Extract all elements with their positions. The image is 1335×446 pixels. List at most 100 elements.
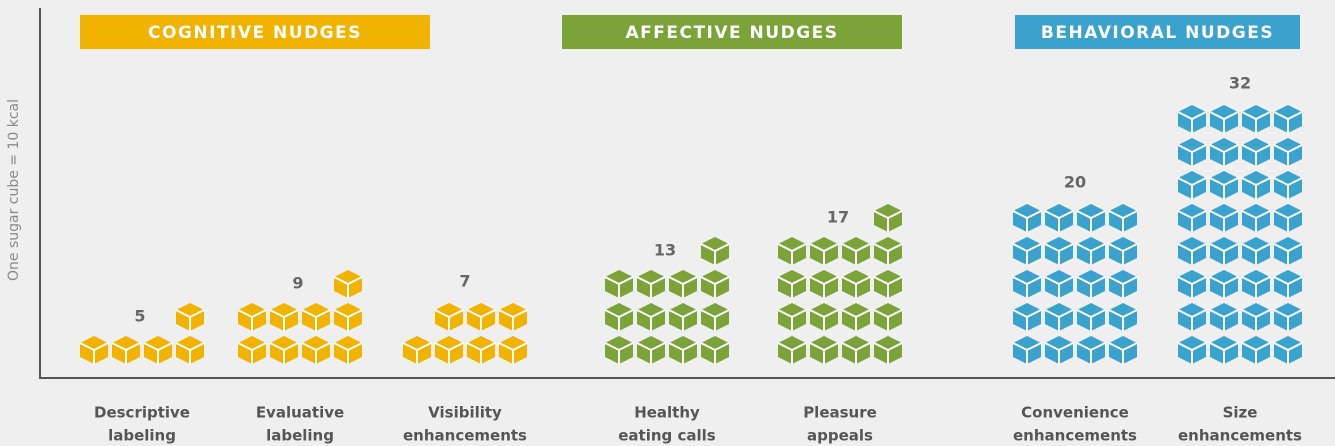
cube-edge [1241, 177, 1271, 199]
cube-edge [1108, 276, 1138, 298]
cube-edge [1273, 210, 1303, 232]
cube-edge [777, 342, 807, 364]
cube-edge [604, 276, 634, 298]
cube-edge [1209, 177, 1239, 199]
category-label: enhancements [1178, 427, 1302, 445]
cube-edge [1012, 309, 1042, 331]
cube-edge [1209, 144, 1239, 166]
value-label: 9 [292, 274, 303, 293]
category-label: enhancements [1013, 427, 1137, 445]
group-title: COGNITIVE NUDGES [148, 23, 362, 43]
cube-edge [1177, 276, 1207, 298]
cube-edge [1044, 342, 1074, 364]
cube-edge [1012, 210, 1042, 232]
cube-edge [700, 342, 730, 364]
cube-stack [777, 204, 903, 364]
cube-edge [1177, 243, 1207, 265]
cube-edge [237, 309, 267, 331]
cube-edge [777, 243, 807, 265]
cube-edge [636, 342, 666, 364]
category-label: labeling [266, 427, 334, 445]
cube-edge [1273, 144, 1303, 166]
cube-edge [269, 342, 299, 364]
cube-edge [1076, 243, 1106, 265]
cube-stack [604, 237, 730, 364]
cube-edge [1177, 177, 1207, 199]
cube-edge [466, 309, 496, 331]
cube-edge [700, 276, 730, 298]
cube-edge [668, 276, 698, 298]
cube-edge [143, 342, 173, 364]
cube-edge [1177, 309, 1207, 331]
cube-edge [1273, 177, 1303, 199]
cube-edge [1273, 111, 1303, 133]
cube-edge [1273, 243, 1303, 265]
cube-edge [873, 342, 903, 364]
category-label: Pleasure [803, 404, 877, 422]
cube-edge [700, 243, 730, 265]
category-label: Descriptive [94, 404, 190, 422]
cube-edge [1209, 243, 1239, 265]
cube-stack [1012, 204, 1138, 364]
category-label: Convenience [1021, 404, 1129, 422]
category-label: appeals [807, 427, 873, 445]
cube-edge [809, 342, 839, 364]
cube-edge [1012, 276, 1042, 298]
cube-edge [841, 342, 871, 364]
cube-edge [1241, 309, 1271, 331]
group-title: AFFECTIVE NUDGES [625, 23, 838, 43]
cube-edge [777, 309, 807, 331]
cube-edge [636, 309, 666, 331]
cube-edge [498, 342, 528, 364]
cube-edge [1012, 243, 1042, 265]
cube-edge [777, 276, 807, 298]
cube-edge [1044, 309, 1074, 331]
category-label: Size [1223, 404, 1258, 422]
cube-edge [1177, 144, 1207, 166]
cube-edge [1012, 342, 1042, 364]
cube-edge [1044, 276, 1074, 298]
value-label: 20 [1064, 173, 1086, 192]
cube-edge [873, 243, 903, 265]
category-label: labeling [108, 427, 176, 445]
value-label: 13 [654, 241, 676, 260]
cube-edge [79, 342, 109, 364]
cube-edge [668, 342, 698, 364]
cube-edge [1273, 309, 1303, 331]
cube-edge [1209, 111, 1239, 133]
cube-edge [604, 342, 634, 364]
cube-edge [333, 342, 363, 364]
cube-edge [1076, 309, 1106, 331]
cube-edge [402, 342, 432, 364]
cube-edge [1076, 342, 1106, 364]
value-label: 7 [459, 272, 470, 291]
category-label: Evaluative [256, 404, 344, 422]
y-axis-label: One sugar cube = 10 kcal [6, 99, 22, 281]
cube-edge [301, 342, 331, 364]
cube-edge [1177, 210, 1207, 232]
cube-edge [1209, 309, 1239, 331]
cube-edge [1241, 243, 1271, 265]
cube-edge [809, 243, 839, 265]
category-label: Visibility [428, 404, 502, 422]
cube-edge [1177, 111, 1207, 133]
cube-edge [1241, 276, 1271, 298]
cube-edge [1209, 276, 1239, 298]
cube-edge [873, 309, 903, 331]
cube-edge [237, 342, 267, 364]
cube-edge [1076, 210, 1106, 232]
cube-edge [269, 309, 299, 331]
cube-edge [809, 276, 839, 298]
cube-edge [1273, 276, 1303, 298]
cube-edge [668, 309, 698, 331]
cube-edge [1108, 342, 1138, 364]
cube-edge [333, 309, 363, 331]
cube-edge [841, 309, 871, 331]
cube-stack [402, 303, 528, 364]
cube-edge [1209, 342, 1239, 364]
cube-stack [79, 303, 205, 364]
cube-edge [604, 309, 634, 331]
value-label: 17 [827, 208, 849, 227]
cube-edge [434, 342, 464, 364]
